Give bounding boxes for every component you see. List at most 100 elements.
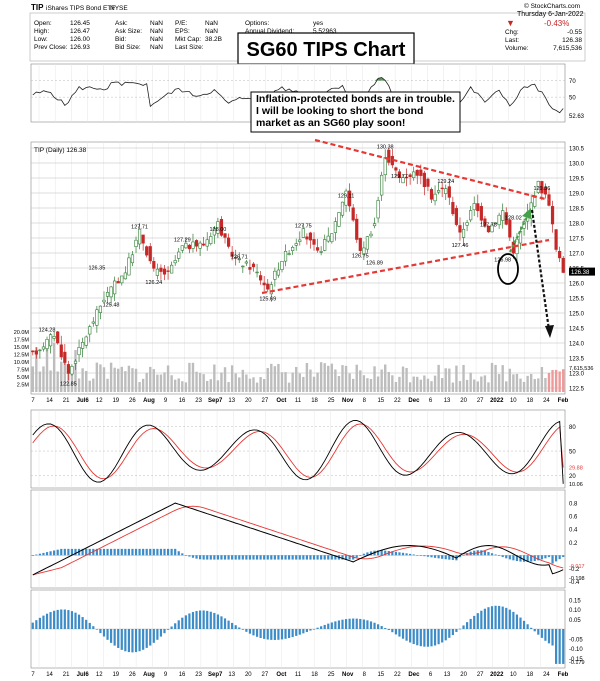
volume-bar — [159, 374, 163, 392]
y-tick-label: -0.4 — [569, 580, 580, 586]
y-tick-label: -0.10 — [569, 647, 583, 653]
histogram-bar — [238, 627, 241, 629]
x-tick-label: 11 — [295, 398, 302, 404]
histogram-bar — [405, 629, 408, 641]
candle-body — [458, 225, 462, 233]
volume-bar — [412, 376, 415, 392]
histogram-bar — [555, 629, 558, 664]
volume-bar — [60, 361, 63, 392]
volume-bar — [124, 371, 127, 392]
last-price-label: 126.38 — [571, 270, 590, 276]
macd-hist-bar — [234, 555, 237, 560]
candle-body — [84, 336, 88, 346]
macd-hist-bar — [102, 548, 106, 556]
macd-hist-bar — [85, 548, 88, 556]
price-annotation: 127.46 — [452, 243, 469, 249]
macd-hist-bar — [498, 555, 501, 556]
volume-bar — [433, 375, 437, 392]
histogram-bar — [441, 629, 444, 643]
volume-bar — [544, 377, 547, 392]
volume-bar — [526, 375, 529, 392]
candle-body — [472, 203, 476, 211]
candle-body — [426, 178, 430, 187]
histogram-bar — [195, 611, 198, 629]
macd-hist-bar — [323, 555, 326, 560]
histogram-bar — [60, 609, 63, 629]
histogram-bar — [444, 629, 447, 641]
x-tick-label: 26 — [129, 672, 136, 678]
macd-hist-bar — [120, 548, 123, 556]
histogram-bar — [537, 629, 540, 635]
x-tick-label: 7 — [31, 398, 35, 404]
candle-body — [369, 233, 373, 237]
volume-bar — [512, 374, 515, 392]
histogram-bar — [248, 629, 252, 634]
histogram-bar — [334, 621, 337, 629]
histogram-bar — [85, 619, 88, 629]
histogram-bar — [252, 629, 255, 636]
volume-bar — [70, 366, 74, 392]
macd-hist-bar — [81, 548, 84, 556]
title-text: SG60 TIPS Chart — [247, 39, 406, 61]
volume-bar — [92, 378, 95, 392]
candle-body — [162, 268, 167, 275]
volume-bar — [355, 364, 358, 392]
y-tick-label: 130.5 — [569, 147, 585, 153]
y-tick-label: 125.0 — [569, 312, 585, 318]
candle-body — [518, 230, 523, 244]
histogram-bar — [156, 629, 159, 640]
x-tick-label: 19 — [112, 672, 119, 678]
dividend-value: 5.52963 — [313, 28, 337, 35]
x-tick-label: 20 — [460, 672, 467, 678]
volume-bar — [166, 365, 170, 392]
price-annotation: 126.89 — [366, 260, 383, 266]
candle-body — [244, 261, 248, 264]
volume-bar — [533, 379, 536, 392]
volume-bar — [145, 372, 148, 392]
x-tick-label: Nov — [342, 672, 354, 678]
volume-bar — [38, 371, 42, 392]
x-tick-label: Aug — [143, 672, 155, 678]
histogram-bar — [234, 625, 237, 629]
x-tick-label: 14 — [46, 398, 53, 404]
histogram-bar — [530, 627, 533, 629]
volume-bar — [401, 366, 405, 392]
volume-bar — [120, 366, 123, 392]
header-field-value: NaN — [150, 20, 163, 27]
price-panel-title: TIP (Daily) 126.38 — [34, 147, 87, 154]
header-field-value: 126.00 — [70, 36, 90, 43]
source-label: © StockCharts.com — [524, 2, 580, 10]
x-tick-label: 22 — [394, 672, 401, 678]
candle-body — [447, 186, 451, 198]
volume-bar — [259, 377, 262, 392]
macd-hist-bar — [99, 548, 102, 556]
volume-bar — [206, 380, 209, 392]
x-tick-label: 2022 — [490, 398, 504, 404]
x-tick-label: 23 — [195, 398, 202, 404]
title-box: SG60 TIPS Chart — [237, 32, 415, 65]
volume-bar — [52, 342, 56, 392]
candle-body — [476, 203, 480, 211]
x-axis-bottom: 7 14 21 Jul6 12 19 26 Aug 9 16 23 Sep7 13 20 27 Oct 11 18… — [31, 672, 568, 678]
candle-body — [66, 364, 70, 374]
candle-body — [159, 267, 163, 272]
volume-bar — [198, 373, 202, 392]
candle-body — [180, 245, 184, 251]
candle-body — [276, 269, 281, 276]
macd-hist-bar — [220, 555, 223, 560]
volume-bar — [188, 362, 191, 392]
macd-hist-bar — [551, 555, 554, 564]
histogram-bar — [53, 610, 56, 629]
volume-tick-label: 2.5M — [17, 383, 30, 389]
volume-bar — [106, 378, 109, 392]
volume-bar — [156, 374, 159, 392]
candle-body — [308, 232, 313, 241]
candle-body — [48, 334, 53, 347]
candle-body — [59, 344, 63, 358]
macd-hist-bar — [255, 555, 259, 560]
x-tick-label: 12 — [96, 398, 103, 404]
macd-hist-bar — [330, 555, 333, 560]
histogram-bar — [366, 620, 369, 629]
volume-bar — [63, 355, 67, 392]
candle-body — [486, 225, 491, 233]
